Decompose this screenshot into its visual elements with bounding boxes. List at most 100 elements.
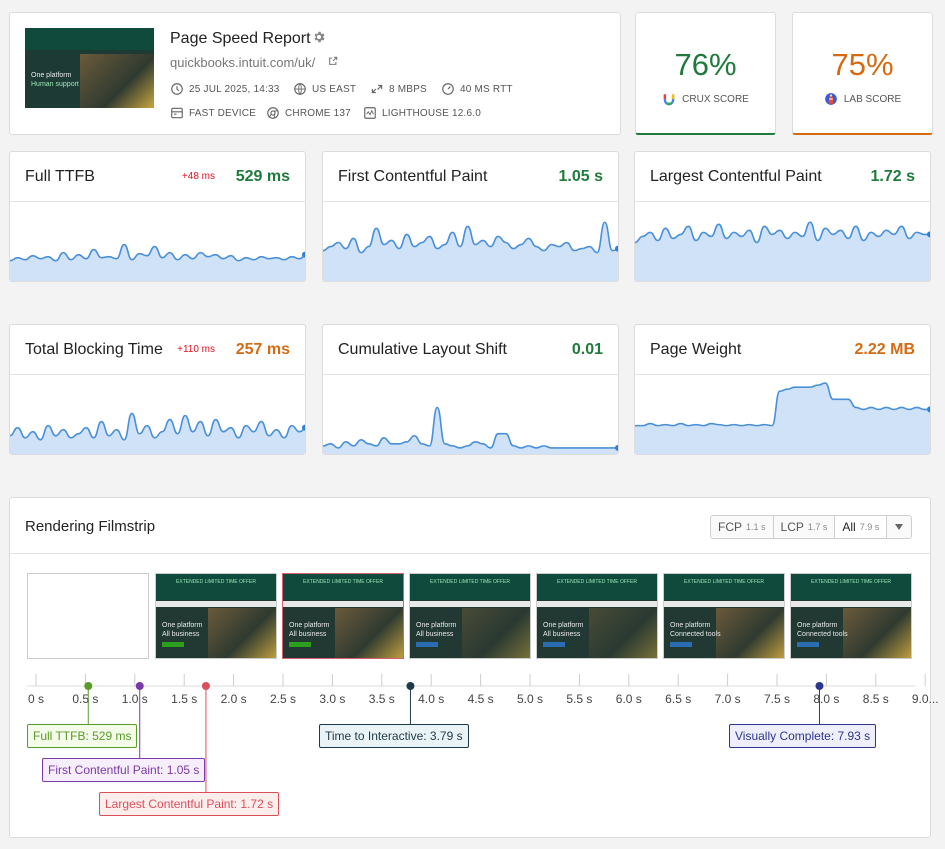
metric-card-cls[interactable]: Cumulative Layout Shift 0.01 — [322, 324, 619, 455]
metric-value: 1.72 s — [870, 168, 915, 185]
metric-card-tbt[interactable]: Total Blocking Time +110 ms 257 ms — [9, 324, 306, 455]
sparkline-area — [323, 222, 618, 281]
page-screenshot-thumbnail[interactable]: One platform Human support — [25, 28, 154, 108]
chevron-down-icon[interactable] — [887, 516, 911, 538]
marker-dot-tti — [406, 682, 415, 690]
lab-score-label: LAB SCORE — [793, 92, 932, 106]
metric-value: 0.01 — [571, 341, 603, 358]
metric-delta: +110 ms — [177, 344, 215, 355]
lighthouse-logo-icon — [825, 93, 837, 105]
timeline-tick-label: 3.0 s — [319, 692, 346, 706]
timeline-tick-label: 8.0 s — [813, 692, 840, 706]
external-link-icon[interactable] — [328, 56, 338, 66]
sparkline-area — [10, 413, 305, 454]
test-browser: CHROME 137 — [266, 106, 351, 120]
marker-label-ttfb[interactable]: Full TTFB: 529 ms — [27, 724, 138, 748]
sparkline-line — [323, 221, 618, 254]
chrome-icon — [267, 107, 279, 119]
page-weight-sparkline — [635, 382, 930, 454]
timeline-tick-label: 1.0 s — [121, 692, 148, 706]
metric-title: Largest Contentful Paint — [650, 168, 822, 185]
report-header: One platform Human support Page Speed Re… — [9, 12, 621, 135]
filmstrip-frame[interactable] — [27, 573, 149, 659]
sparkline-area — [635, 383, 930, 454]
test-location: US EAST — [293, 82, 356, 96]
marker-dot-lcp — [201, 682, 210, 690]
marker-label-vc[interactable]: Visually Complete: 7.93 s — [729, 724, 877, 748]
timeline-tick-label: 4.0 s — [418, 692, 445, 706]
crux-score-card[interactable]: 76% CRUX SCORE — [635, 12, 776, 135]
test-bandwidth: 8 MBPS — [370, 82, 427, 96]
sparkline-area — [10, 244, 305, 281]
crux-logo-icon — [663, 94, 675, 106]
range-option-lcp[interactable]: LCP 1.7 s — [774, 516, 836, 538]
filmstrip-frame[interactable]: EXTENDED LIMITED TIME OFFER One platform… — [155, 573, 277, 659]
lab-score-value: 75% — [831, 47, 894, 82]
metric-value: 257 ms — [235, 341, 290, 358]
metric-title: Full TTFB — [25, 168, 95, 185]
gear-icon[interactable] — [312, 30, 326, 44]
filmstrip-frame[interactable]: EXTENDED LIMITED TIME OFFER One platform… — [663, 573, 785, 659]
marker-dot-vc — [815, 682, 824, 690]
metric-card-lcp[interactable]: Largest Contentful Paint 1.72 s — [634, 151, 931, 282]
metric-title: Total Blocking Time — [25, 341, 163, 358]
lcp-sparkline — [635, 221, 930, 281]
filmstrip-title: Rendering Filmstrip — [25, 518, 156, 535]
timeline-tick-label: 0.5 s — [72, 692, 99, 706]
timeline-tick-label: 6.5 s — [665, 692, 692, 706]
fcp-sparkline — [323, 221, 618, 281]
sparkline-endpoint — [615, 444, 618, 451]
tbt-sparkline — [10, 412, 305, 454]
timeline-tick-label: 8.5 s — [862, 692, 889, 706]
filmstrip-frame[interactable]: EXTENDED LIMITED TIME OFFER One platform… — [536, 573, 658, 659]
sparkline-endpoint — [615, 245, 618, 252]
range-option-fcp[interactable]: FCP 1.1 s — [711, 516, 774, 538]
metric-title: Cumulative Layout Shift — [338, 341, 507, 358]
metric-card-full-ttfb[interactable]: Full TTFB +48 ms 529 ms — [9, 151, 306, 282]
gauge-icon — [442, 83, 454, 95]
sparkline-endpoint — [302, 424, 305, 431]
sparkline-endpoint — [927, 406, 930, 413]
timeline-tick-label: 6.0 s — [615, 692, 642, 706]
sparkline-endpoint — [927, 231, 930, 238]
sparkline-endpoint — [302, 251, 305, 258]
timeline-tick-label: 7.5 s — [763, 692, 791, 706]
timeline-tick-label: 7.0 s — [714, 692, 741, 706]
metric-value: 1.05 s — [558, 168, 603, 185]
metric-card-page-weight[interactable]: Page Weight 2.22 MB — [634, 324, 931, 455]
page-title: Page Speed Report — [170, 30, 311, 47]
test-lighthouse-version: LIGHTHOUSE 12.6.0 — [363, 106, 481, 120]
timeline-tick-label: 4.5 s — [467, 692, 494, 706]
timeline-tick-label: 2.0 s — [220, 692, 247, 706]
lighthouse-icon — [364, 107, 376, 119]
lab-score-card[interactable]: 75% LAB SCORE — [792, 12, 933, 135]
metric-title: First Contentful Paint — [338, 168, 488, 185]
timeline-tick-label: 3.5 s — [368, 692, 395, 706]
sparkline-line — [635, 221, 930, 244]
metric-title: Page Weight — [650, 341, 742, 358]
filmstrip-frame[interactable]: EXTENDED LIMITED TIME OFFER One platform… — [282, 573, 404, 659]
test-date: 25 JUL 2025, 14:33 — [170, 82, 280, 96]
filmstrip-frame[interactable]: EXTENDED LIMITED TIME OFFER One platform… — [790, 573, 912, 659]
timeline-tick-label: 5.0 s — [516, 692, 544, 706]
thumbnail-text-2: Human support — [31, 81, 79, 88]
range-option-all[interactable]: All 7.9 s — [835, 516, 888, 538]
cls-sparkline — [323, 406, 618, 454]
test-device: FAST DEVICE — [170, 106, 256, 120]
sparkline-line — [10, 243, 305, 262]
bandwidth-icon — [371, 84, 383, 94]
marker-label-lcp[interactable]: Largest Contentful Paint: 1.72 s — [99, 792, 280, 816]
metric-value: 529 ms — [235, 168, 290, 185]
ttfb-sparkline — [10, 243, 305, 281]
filmstrip-range-selector[interactable]: FCP 1.1 s LCP 1.7 s All 7.9 s — [710, 515, 913, 539]
metric-card-fcp[interactable]: First Contentful Paint 1.05 s — [322, 151, 619, 282]
filmstrip-frame[interactable]: EXTENDED LIMITED TIME OFFER One platform… — [409, 573, 531, 659]
timeline-tick-label: 0 s — [27, 692, 45, 706]
sparkline-area — [635, 222, 930, 281]
metric-value: 2.22 MB — [854, 341, 915, 358]
marker-label-tti[interactable]: Time to Interactive: 3.79 s — [319, 724, 469, 748]
test-rtt: 40 MS RTT — [441, 82, 513, 96]
marker-label-fcp[interactable]: First Contentful Paint: 1.05 s — [42, 758, 206, 782]
thumbnail-text-1: One platform — [31, 72, 72, 79]
page-url[interactable]: quickbooks.intuit.com/uk/ — [170, 55, 316, 70]
